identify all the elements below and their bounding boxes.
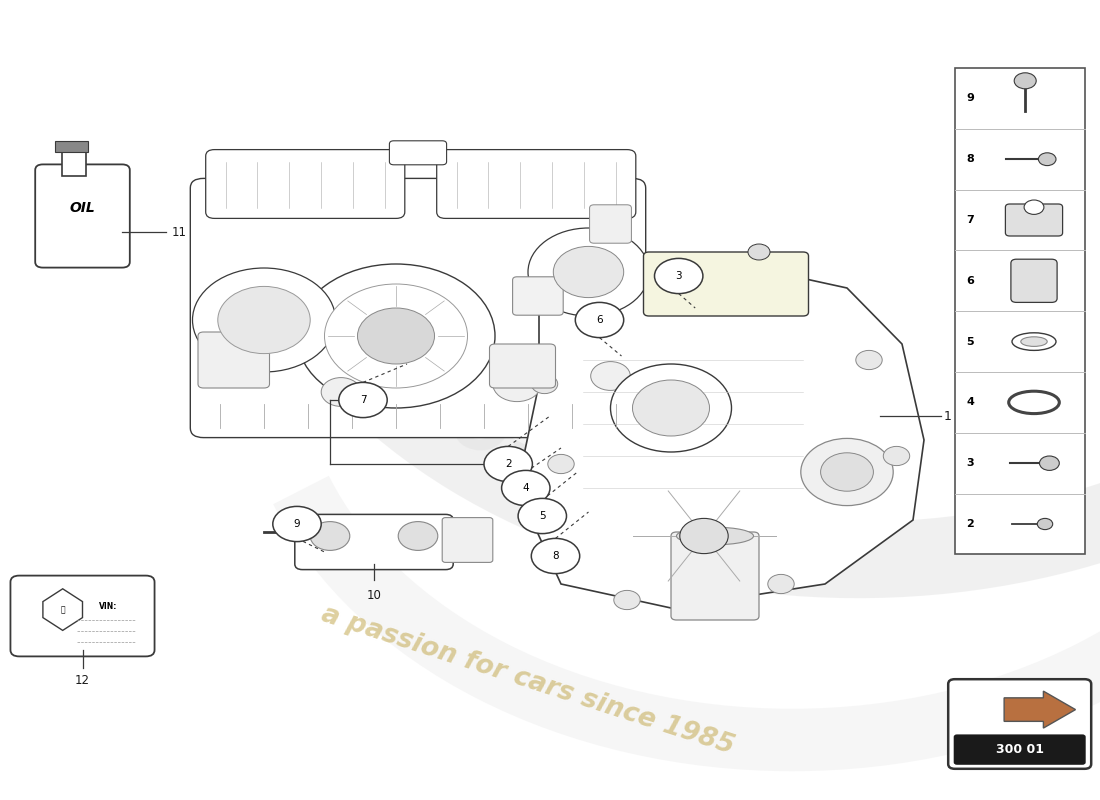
FancyBboxPatch shape (190, 178, 646, 438)
Circle shape (821, 453, 873, 491)
Text: 6: 6 (596, 315, 603, 325)
FancyBboxPatch shape (955, 68, 1085, 554)
FancyBboxPatch shape (948, 679, 1091, 769)
Text: 4: 4 (966, 398, 975, 407)
Circle shape (484, 446, 532, 482)
Text: 3: 3 (967, 458, 974, 468)
Text: VIN:: VIN: (99, 602, 118, 611)
Circle shape (531, 538, 580, 574)
Circle shape (493, 366, 541, 402)
Circle shape (324, 284, 468, 388)
FancyBboxPatch shape (590, 205, 631, 243)
Text: a passion for cars since 1985: a passion for cars since 1985 (318, 601, 738, 759)
Circle shape (528, 228, 649, 316)
Text: 10: 10 (366, 589, 382, 602)
FancyBboxPatch shape (295, 514, 453, 570)
Circle shape (883, 446, 910, 466)
Circle shape (297, 264, 495, 408)
Ellipse shape (1021, 337, 1047, 346)
Text: 6: 6 (966, 276, 975, 286)
Text: 11: 11 (172, 226, 187, 238)
FancyBboxPatch shape (437, 150, 636, 218)
Circle shape (358, 308, 434, 364)
Circle shape (614, 590, 640, 610)
Text: 9: 9 (294, 519, 300, 529)
FancyBboxPatch shape (62, 150, 86, 176)
Text: europarts: europarts (287, 338, 769, 542)
Text: 8: 8 (966, 154, 975, 164)
FancyBboxPatch shape (954, 734, 1086, 765)
Circle shape (1024, 200, 1044, 214)
Circle shape (321, 378, 361, 406)
Ellipse shape (1009, 391, 1059, 414)
Text: 1: 1 (944, 410, 952, 422)
Circle shape (1037, 518, 1053, 530)
Polygon shape (1004, 691, 1076, 728)
Text: OIL: OIL (69, 201, 96, 215)
Polygon shape (43, 589, 82, 630)
Text: 3: 3 (675, 271, 682, 281)
Circle shape (1014, 73, 1036, 89)
Circle shape (518, 498, 567, 534)
Text: 2: 2 (966, 519, 975, 529)
FancyBboxPatch shape (10, 576, 154, 656)
Circle shape (398, 522, 438, 550)
FancyBboxPatch shape (389, 141, 447, 165)
Ellipse shape (1012, 333, 1056, 350)
FancyBboxPatch shape (206, 150, 405, 218)
Circle shape (548, 454, 574, 474)
FancyBboxPatch shape (513, 277, 563, 315)
FancyBboxPatch shape (490, 344, 556, 388)
Circle shape (632, 380, 710, 436)
Circle shape (680, 518, 728, 554)
Circle shape (591, 362, 630, 390)
Circle shape (1038, 153, 1056, 166)
Text: 5: 5 (539, 511, 546, 521)
Circle shape (610, 364, 732, 452)
Circle shape (575, 302, 624, 338)
Circle shape (531, 374, 558, 394)
FancyBboxPatch shape (1005, 204, 1063, 236)
Circle shape (768, 574, 794, 594)
Polygon shape (517, 264, 924, 608)
FancyBboxPatch shape (671, 532, 759, 620)
Circle shape (339, 382, 387, 418)
Circle shape (192, 268, 336, 372)
Circle shape (1040, 456, 1059, 470)
Text: 7: 7 (966, 215, 975, 225)
Ellipse shape (676, 527, 754, 545)
Circle shape (856, 350, 882, 370)
Text: 8: 8 (552, 551, 559, 561)
Circle shape (310, 522, 350, 550)
FancyBboxPatch shape (1011, 259, 1057, 302)
FancyBboxPatch shape (55, 141, 88, 152)
Text: 7: 7 (360, 395, 366, 405)
Circle shape (218, 286, 310, 354)
Circle shape (553, 246, 624, 298)
FancyBboxPatch shape (35, 164, 130, 267)
Text: 5: 5 (967, 337, 974, 346)
Text: 12: 12 (75, 674, 90, 687)
Text: 2: 2 (505, 459, 512, 469)
Circle shape (748, 244, 770, 260)
Circle shape (502, 470, 550, 506)
Circle shape (654, 258, 703, 294)
Text: 300 01: 300 01 (996, 743, 1044, 756)
Circle shape (801, 438, 893, 506)
FancyBboxPatch shape (644, 252, 808, 316)
Text: 4: 4 (522, 483, 529, 493)
Text: 🐂: 🐂 (60, 605, 65, 614)
FancyBboxPatch shape (198, 332, 270, 388)
Circle shape (273, 506, 321, 542)
Text: 9: 9 (966, 94, 975, 103)
FancyBboxPatch shape (442, 518, 493, 562)
